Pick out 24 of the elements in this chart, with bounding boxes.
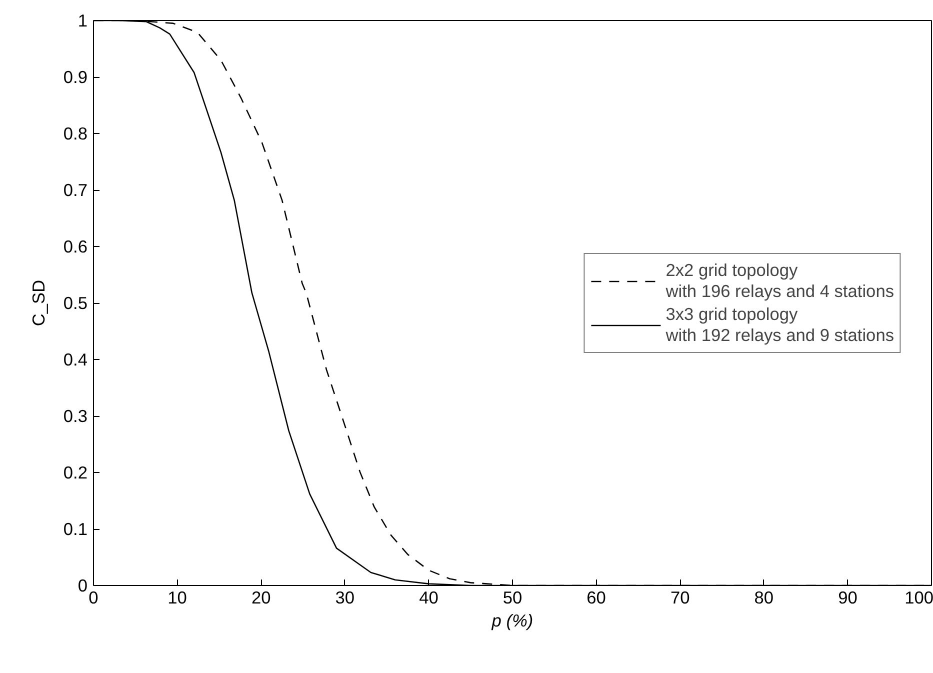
- x-tick-label: 100: [904, 588, 933, 608]
- y-tick-label: 0.3: [63, 406, 88, 426]
- y-tick-label: 0.8: [63, 124, 88, 144]
- y-tick-label: 0.5: [63, 293, 88, 313]
- x-tick-label: 20: [251, 588, 271, 608]
- y-tick-label: 1: [78, 10, 88, 30]
- y-tick-label: 0.2: [63, 462, 88, 482]
- x-tick-label: 90: [838, 588, 858, 608]
- y-tick-label: 0.4: [63, 350, 88, 370]
- y-tick-label: 0.1: [63, 519, 88, 539]
- x-tick-label: 10: [168, 588, 187, 608]
- x-tick-label: 50: [502, 588, 522, 608]
- y-axis-title: C_SD: [28, 280, 48, 326]
- legend-label: 2x2 grid topology with 196 relays and 4 stations: [666, 260, 894, 302]
- x-tick-label: 60: [586, 588, 606, 608]
- y-tick-label: 0.6: [63, 236, 88, 256]
- legend-label: 3x3 grid topology with 192 relays and 9 stations: [666, 304, 894, 346]
- x-axis-title: p (%): [490, 610, 534, 630]
- x-tick-label: 40: [419, 588, 438, 608]
- x-tick-label: 30: [335, 588, 355, 608]
- y-tick-label: 0.9: [63, 67, 88, 87]
- y-tick-label: 0.7: [63, 180, 88, 200]
- x-tick-label: 80: [754, 588, 774, 608]
- x-tick-label: 70: [670, 588, 690, 608]
